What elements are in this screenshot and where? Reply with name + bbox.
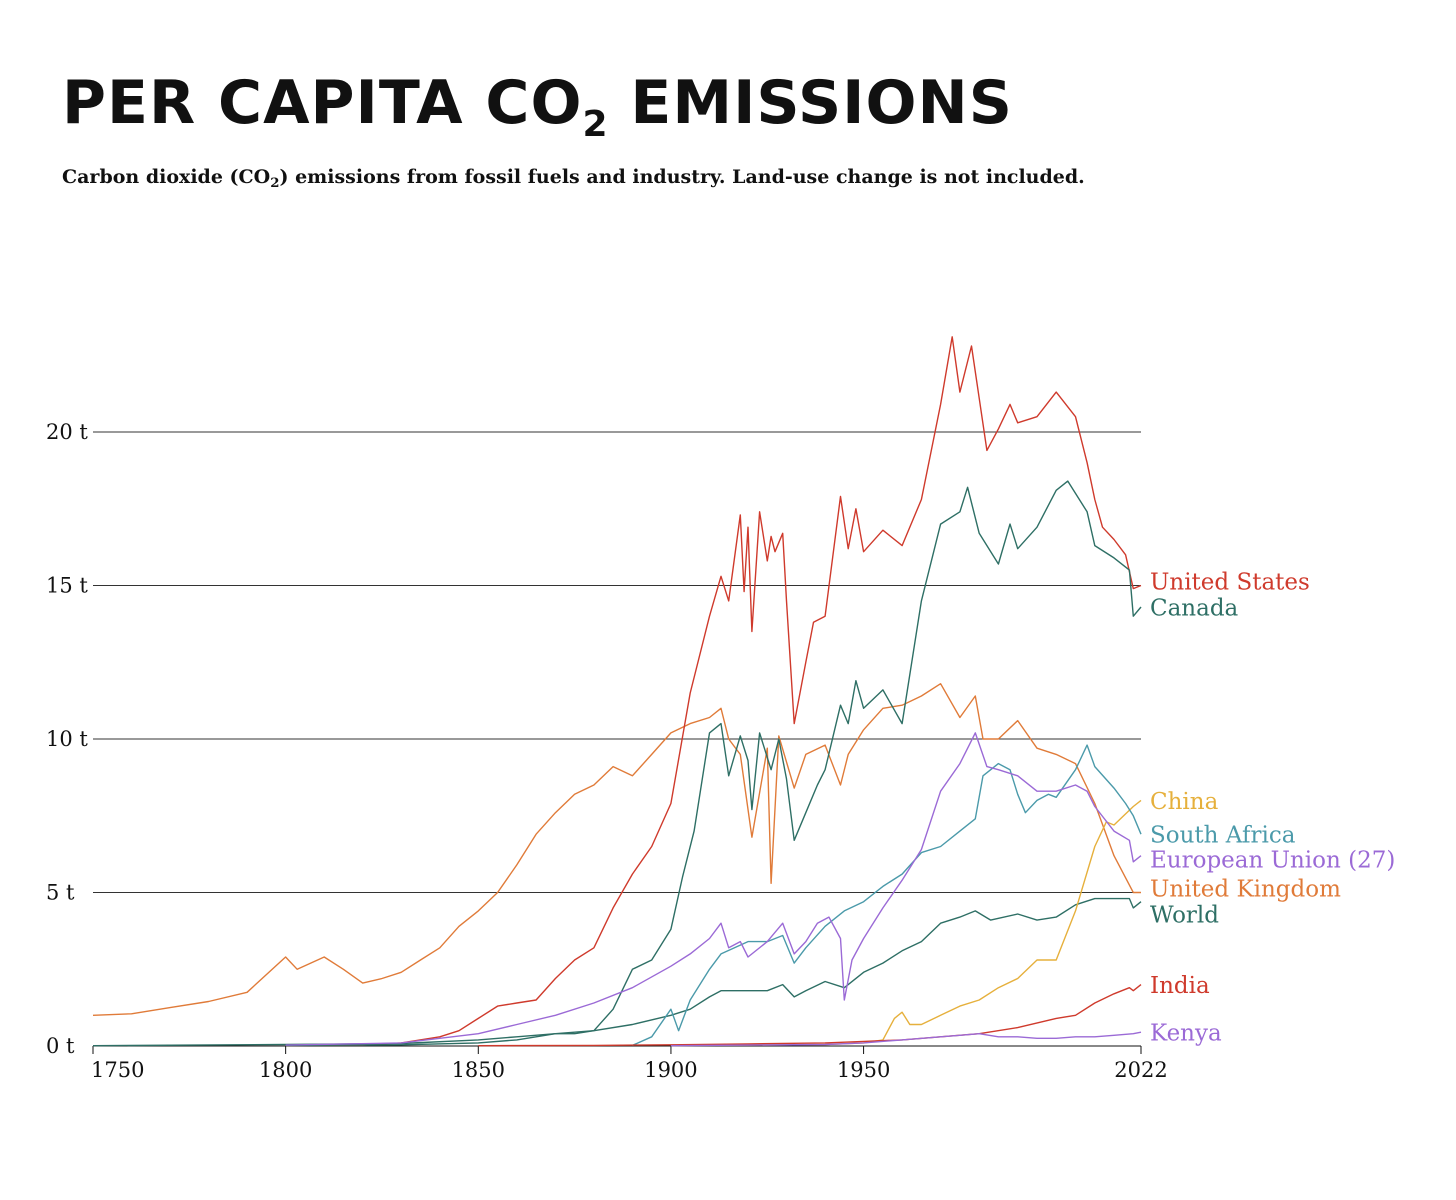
x-tick-label: 1850 — [452, 1058, 505, 1082]
chart-title-prefix: PER CAPITA CO — [62, 68, 583, 138]
chart-title-suffix: EMISSIONS — [608, 68, 1013, 138]
gridlines — [93, 431, 1141, 893]
x-tick-label: 1950 — [837, 1058, 890, 1082]
series-line-india — [478, 984, 1142, 1047]
end-label-united-states: United States — [1150, 569, 1310, 595]
end-label-china: China — [1150, 789, 1219, 815]
y-tick-label: 0 t — [46, 1034, 75, 1058]
end-label-south-africa: South Africa — [1150, 823, 1296, 849]
end-label-canada: Canada — [1150, 596, 1239, 622]
series-line-south-africa — [632, 744, 1142, 1047]
x-tick-label: 2022 — [1114, 1058, 1167, 1082]
series-line-world — [92, 897, 1142, 1047]
x-tick-label: 1900 — [644, 1058, 697, 1082]
chart-subtitle-subscript: 2 — [270, 175, 280, 191]
chart-subtitle-suffix: ) emissions from fossil fuels and indust… — [279, 166, 1085, 188]
axes: 0 t 5 t 10 t 15 t 20 t 1750 1800 1850 1900 1950 20… — [46, 420, 1168, 1082]
end-label-india: India — [1150, 973, 1210, 999]
end-label-world: World — [1150, 903, 1219, 929]
series-line-canada — [285, 480, 1142, 1047]
chart-subtitle: Carbon dioxide (CO2) emissions from foss… — [62, 166, 1085, 191]
chart-title-subscript: 2 — [582, 103, 609, 145]
chart-title: PER CAPITA CO2 EMISSIONS — [62, 68, 1013, 145]
end-label-european-union-27: European Union (27) — [1150, 847, 1395, 873]
end-label-kenya: Kenya — [1150, 1021, 1222, 1047]
series-line-united-states — [285, 336, 1142, 1047]
x-tick-label: 1800 — [259, 1058, 312, 1082]
series-line-united-kingdom — [92, 683, 1141, 1016]
y-tick-label: 20 t — [46, 420, 88, 444]
series-line-european-union-27 — [285, 732, 1142, 1046]
y-tick-label: 10 t — [46, 727, 88, 751]
y-tick-label: 15 t — [46, 574, 88, 598]
series-line-kenya — [670, 1031, 1142, 1047]
end-label-united-kingdom: United Kingdom — [1150, 876, 1341, 902]
x-tick-label: 1750 — [91, 1058, 144, 1082]
y-tick-label: 5 t — [46, 881, 75, 905]
series-line-china — [670, 799, 1142, 1047]
chart-subtitle-prefix: Carbon dioxide (CO — [62, 166, 271, 188]
series-lines — [92, 336, 1142, 1047]
